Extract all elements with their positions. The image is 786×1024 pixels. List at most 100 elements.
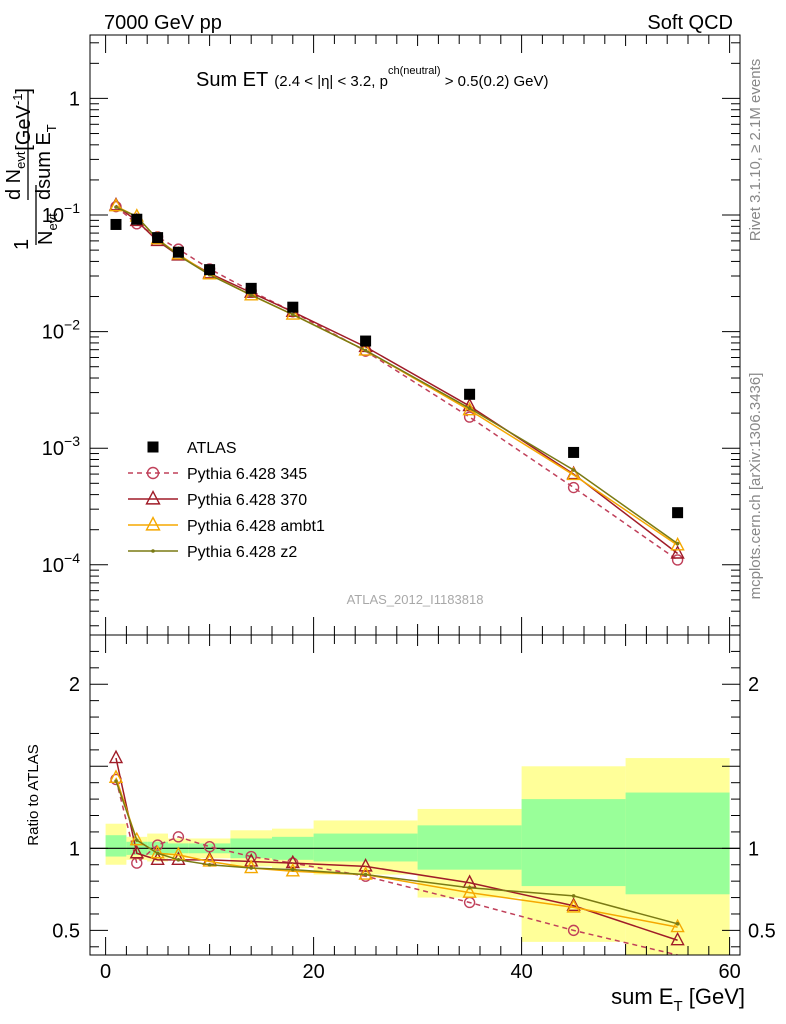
- mcplots-label: mcplots.cern.ch [arXiv:1306.3436]: [747, 373, 764, 600]
- data-point: [671, 554, 684, 566]
- legend-entry: Pythia 6.428 370: [128, 490, 307, 509]
- data-point: [108, 197, 124, 212]
- analysis-watermark: ATLAS_2012_I1183818: [347, 592, 484, 607]
- main-y-tick-label: 10−4: [42, 550, 80, 577]
- ratio-point: [285, 854, 300, 869]
- rivet-label: Rivet 3.1.10, ≥ 2.1M events: [747, 59, 764, 242]
- ratio-point: [467, 885, 472, 890]
- legend-entry: ATLAS: [147, 440, 237, 457]
- data-point: [110, 218, 122, 230]
- ratio-y-tick-label-right: 0.5: [748, 920, 776, 942]
- ratio-point: [129, 831, 144, 846]
- data-point: [672, 507, 684, 519]
- uncertainty-band-stat: [625, 792, 730, 895]
- data-point: [571, 468, 576, 472]
- data-point: [360, 335, 372, 347]
- data-point: [114, 205, 118, 209]
- data-point: [152, 232, 164, 244]
- legend-label: Pythia 6.428 345: [187, 466, 307, 483]
- ratio-point: [155, 851, 160, 856]
- svg-text:[GeV-1]: [GeV-1]: [10, 88, 35, 151]
- legend: ATLAS Pythia 6.428 345 Pythia 6.428 370 Pyt…: [128, 440, 325, 561]
- ratio-point: [670, 918, 685, 933]
- beam-label: 7000 GeV pp: [104, 12, 222, 34]
- data-point: [670, 545, 685, 559]
- legend-entry: Pythia 6.428 z2: [128, 544, 297, 561]
- x-axis-label: sum ET [GeV]: [611, 984, 745, 1015]
- svg-text:dsum ET: dsum ET: [33, 124, 59, 200]
- data-point: [291, 312, 295, 317]
- legend-marker: [147, 441, 159, 453]
- data-point: [467, 406, 472, 411]
- uncertainty-band-stat: [521, 799, 626, 887]
- main-y-tick-label: 10−2: [42, 317, 80, 344]
- uncertainty-band-stat: [313, 833, 418, 862]
- ratio-point: [150, 851, 165, 866]
- ratio-line: [115, 779, 678, 955]
- ratio-point: [670, 931, 685, 946]
- ratio-y-tick-label: 2: [69, 674, 80, 696]
- ratio-x-tick-label: 60: [718, 961, 740, 983]
- ratio-y-tick-label-right: 2: [748, 674, 759, 696]
- title-superscript: ch(neutral): [388, 65, 441, 77]
- title-detail: (2.4 < |η| < 3.2, p: [274, 73, 388, 90]
- ratio-point: [172, 831, 185, 843]
- main-y-tick-label: 10−1: [42, 200, 80, 227]
- ratio-point: [135, 838, 139, 842]
- series-line: [115, 206, 679, 561]
- category-label: Soft QCD: [647, 12, 733, 34]
- ratio-point: [291, 867, 295, 872]
- ratio-point: [207, 862, 212, 867]
- ratio-point: [675, 922, 680, 926]
- title-tail: > 0.5(0.2) GeV): [441, 73, 549, 90]
- ratio-y-tick-label: 0.5: [52, 920, 80, 942]
- x-axis-label-sub: T: [673, 998, 682, 1015]
- ratio-point: [571, 894, 576, 898]
- legend-entry: Pythia 6.428 345: [128, 466, 307, 483]
- ratio-point: [151, 839, 164, 851]
- ratio-point: [114, 779, 118, 783]
- svg-text:Nevt: Nevt: [35, 213, 60, 245]
- legend-label: ATLAS: [187, 440, 237, 457]
- ratio-point: [358, 866, 373, 880]
- legend-label: Pythia 6.428 370: [187, 492, 307, 509]
- ratio-point: [176, 858, 181, 862]
- series-atlas: [110, 213, 684, 519]
- ratio-x-tick-label: 40: [510, 961, 532, 983]
- ratio-y-axis-label: Ratio to ATLAS: [25, 744, 42, 845]
- data-point: [675, 541, 680, 546]
- data-point: [566, 466, 581, 481]
- legend-marker: [151, 549, 155, 553]
- svg-text:1: 1: [11, 239, 33, 250]
- data-point: [670, 536, 685, 551]
- series-pythia-6-428-345: [110, 200, 684, 566]
- data-point: [462, 401, 477, 416]
- ratio-point: [244, 853, 259, 867]
- data-point: [568, 446, 580, 458]
- plot-title: Sum ET (2.4 < |η| < 3.2, pch(neutral) > 0…: [196, 65, 549, 91]
- legend-entry: Pythia 6.428 ambt1: [128, 516, 325, 535]
- ratio-point: [363, 872, 368, 877]
- ratio-y-tick-label-right: 1: [748, 838, 759, 860]
- ratio-point: [566, 899, 581, 913]
- main-y-tick-label: 1: [69, 88, 80, 110]
- data-point: [204, 264, 216, 276]
- ratio-point: [244, 859, 259, 874]
- ratio-series-pythia-6-428-z2: [114, 779, 680, 926]
- ratio-point: [566, 897, 581, 911]
- legend-marker: [145, 516, 161, 531]
- data-point: [567, 481, 580, 494]
- legend-label: Pythia 6.428 ambt1: [187, 518, 325, 535]
- x-axis-label-unit: [GeV]: [683, 984, 745, 1009]
- main-y-tick-label: 10−3: [42, 433, 80, 460]
- ratio-point: [249, 866, 253, 870]
- ratio-point: [567, 924, 580, 937]
- ratio-x-tick-label: 20: [302, 961, 324, 983]
- data-point: [287, 301, 299, 313]
- main-panel: 10−4 10−3 10−2 10−1 1 Sum ET (2.4 < |η| < 3.2…: [3, 34, 741, 636]
- data-point: [245, 282, 257, 294]
- data-point: [363, 348, 368, 353]
- legend-marker: [145, 490, 161, 505]
- legend-marker: [146, 466, 160, 480]
